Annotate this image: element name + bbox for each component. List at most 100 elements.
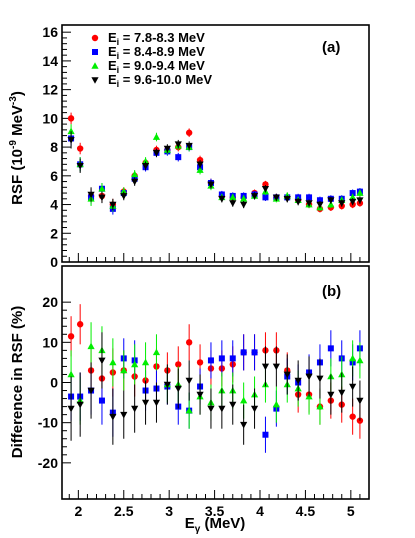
data-point	[131, 360, 139, 368]
panel-a-label: (a)	[322, 39, 340, 56]
y-tick-label: 20	[42, 294, 58, 310]
panel-b-label: (b)	[322, 283, 341, 300]
legend-entry: Ei = 7.8-8.3 MeV	[108, 30, 205, 47]
data-point	[272, 400, 280, 408]
y-tick-label: 16	[42, 24, 58, 40]
y-tick-label: 12	[42, 82, 58, 98]
panel-a-x-ticks	[68, 253, 370, 262]
data-point	[141, 162, 150, 170]
data-point	[251, 349, 258, 356]
data-point	[338, 389, 346, 397]
data-point	[356, 397, 364, 405]
data-point	[185, 406, 193, 414]
legend-marker	[92, 49, 98, 55]
y-tick-label: -10	[38, 415, 58, 431]
data-point	[349, 383, 357, 391]
data-point	[98, 184, 106, 192]
data-point	[316, 402, 324, 410]
data-point	[262, 431, 269, 438]
data-point	[316, 375, 324, 383]
data-point	[349, 193, 357, 201]
data-point	[327, 391, 335, 399]
data-point	[229, 193, 237, 201]
y-tick-label: 10	[42, 334, 58, 350]
data-point	[349, 190, 356, 197]
data-point	[294, 377, 302, 385]
data-point	[240, 396, 248, 404]
y-tick-label: 8	[50, 139, 58, 155]
data-point	[262, 194, 269, 201]
x-tick-label: 2.5	[114, 503, 134, 519]
data-point	[272, 194, 280, 202]
data-point	[175, 154, 182, 161]
data-point	[185, 129, 193, 136]
panel-a-frame	[61, 24, 370, 263]
y-tick-label: -20	[38, 455, 58, 471]
series-3	[67, 332, 364, 445]
data-point	[185, 377, 193, 385]
y-tick-label: 10	[42, 110, 58, 126]
y-tick-label: 0	[50, 254, 58, 270]
legend-marker	[91, 34, 99, 42]
data-point	[218, 196, 226, 203]
data-point	[67, 405, 75, 413]
data-point	[67, 115, 75, 122]
legend-entry: Ei = 8.4-8.9 MeV	[108, 44, 205, 61]
data-point	[141, 157, 150, 165]
data-point	[141, 358, 150, 366]
data-point	[98, 194, 106, 202]
data-point	[174, 385, 182, 393]
data-point	[196, 359, 204, 366]
data-point	[240, 201, 248, 209]
y-tick-label: 2	[50, 225, 58, 241]
panel-b-difference: -20 -10 0 10 20 2 2.5 3 3.5 4 4.5 5 (b) Difference…	[9, 265, 370, 535]
data-point	[250, 193, 259, 200]
data-point	[283, 196, 291, 203]
data-point	[294, 198, 302, 206]
data-point	[67, 137, 75, 144]
data-point	[174, 141, 182, 149]
y-tick-label: 14	[42, 53, 58, 69]
data-point	[120, 193, 128, 200]
data-point	[76, 321, 84, 328]
data-point	[185, 142, 193, 150]
data-point	[283, 371, 291, 379]
data-point	[338, 200, 346, 207]
data-point	[207, 181, 215, 189]
data-point	[120, 366, 128, 374]
data-point	[327, 197, 335, 205]
data-point	[327, 345, 334, 352]
data-point	[240, 349, 247, 356]
data-point	[229, 401, 237, 409]
panel-b-x-ticks: 2 2.5 3 3.5 4 4.5 5	[68, 490, 370, 519]
data-point	[175, 361, 182, 368]
data-point	[261, 363, 270, 371]
data-point	[87, 387, 95, 395]
data-point	[196, 161, 204, 169]
data-point	[229, 355, 236, 362]
data-point	[87, 191, 95, 199]
legend-marker	[91, 62, 99, 69]
data-point	[327, 200, 335, 208]
data-point	[250, 405, 259, 413]
x-tick-label: 5	[347, 503, 355, 519]
data-point	[67, 370, 75, 378]
data-point	[163, 145, 171, 153]
data-point	[98, 357, 106, 365]
data-point	[76, 145, 84, 152]
data-point	[98, 397, 105, 404]
data-point	[141, 399, 150, 407]
data-point	[316, 197, 323, 204]
panel-a-y-ticks: 0 2 4 6 8 10 12 14 16	[42, 24, 71, 270]
data-point	[349, 354, 357, 362]
x-tick-label: 3.5	[205, 503, 225, 519]
panel-b-y-ticks: -20 -10 0 10 20	[38, 294, 71, 471]
data-point	[163, 381, 171, 389]
panel-b-data-points	[67, 304, 364, 453]
legend-entry: Ei = 9.0-9.4 MeV	[108, 58, 205, 75]
data-point	[349, 413, 356, 420]
data-point	[67, 127, 75, 135]
data-point	[349, 198, 357, 206]
